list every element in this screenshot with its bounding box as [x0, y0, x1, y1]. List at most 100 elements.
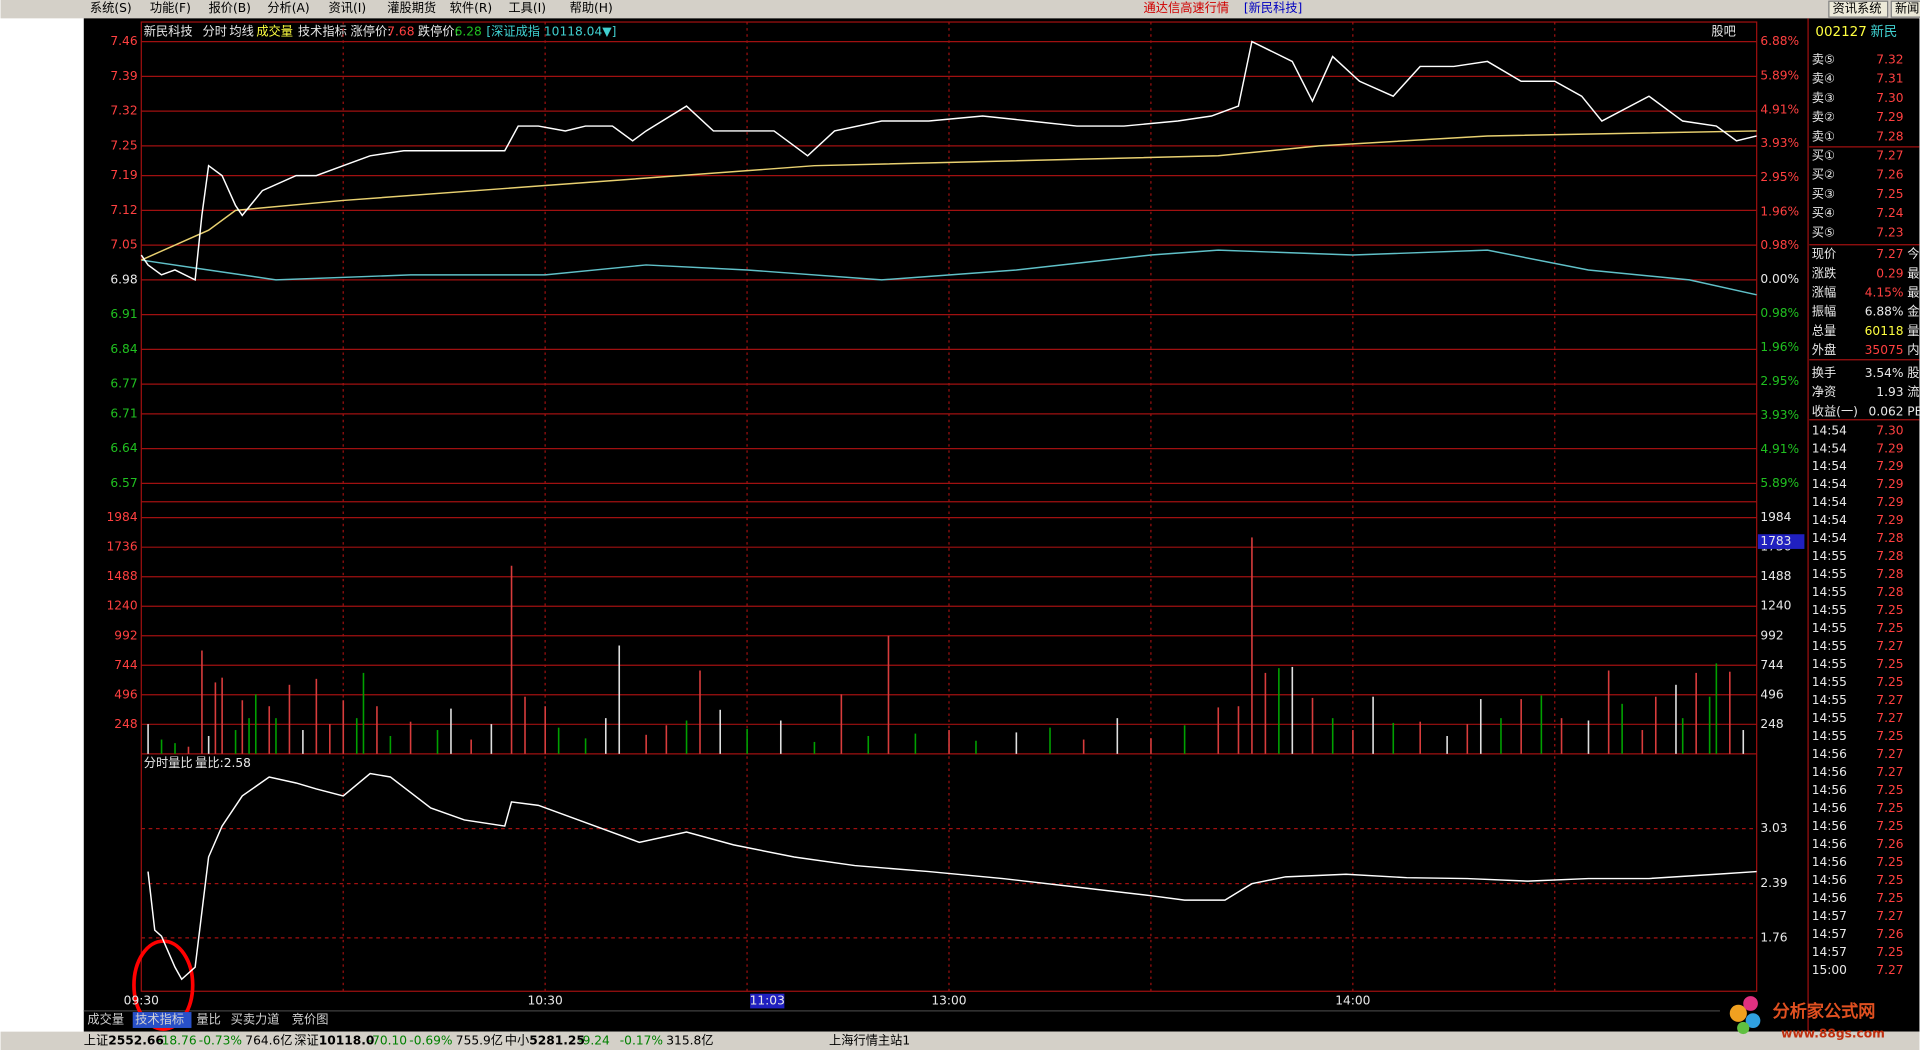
menu-item: 报价(B) [209, 0, 251, 15]
tick-time: 14:55 [1812, 639, 1847, 653]
stat-value: 0.062 [1869, 404, 1904, 418]
tab: 竞价图 [292, 1013, 329, 1027]
y2-tick-label: 1984 [1760, 510, 1791, 524]
series-line [140, 130, 1757, 261]
top-button[interactable] [1828, 0, 1889, 18]
volume-bar [221, 677, 223, 754]
indicator-title: 分时量比 [144, 756, 193, 770]
main-area [83, 18, 1920, 1032]
volume-bar [584, 738, 587, 754]
y-tick-label: 1736 [107, 540, 138, 554]
y2-tick-label: 1.96% [1760, 340, 1799, 354]
y-tick-label: 1240 [107, 599, 138, 613]
tick-time: 14:54 [1812, 477, 1847, 491]
stat-value: 3.54% [1865, 366, 1904, 380]
limit-up: 7.68 [387, 24, 414, 38]
y2-tick-label: 1240 [1760, 599, 1791, 613]
y2-tick-label: 6.88% [1760, 34, 1799, 48]
menu-item: 工具(I) [508, 1, 546, 15]
volume-bar [1479, 699, 1482, 754]
volume-bar [665, 725, 668, 754]
tick-price: 7.25 [1876, 945, 1903, 959]
y-tick-label: 6.98 [110, 272, 137, 286]
header-item: 分时 [202, 24, 226, 38]
index-amount: 315.8亿 [666, 1032, 713, 1047]
y2-tick-label: 992 [1760, 628, 1783, 642]
tick-time: 14:56 [1812, 873, 1847, 887]
book-price: 7.27 [1876, 149, 1903, 163]
y2-tick-label: 5.89% [1760, 476, 1799, 490]
tick-time: 14:55 [1812, 603, 1847, 617]
index-price: 2552.66 [108, 1033, 164, 1047]
book-price: 7.28 [1876, 129, 1903, 143]
stat-label: 外盘 [1812, 342, 1836, 357]
stat-label: 振幅 [1812, 304, 1836, 319]
y-tick-label: 248 [114, 717, 137, 731]
volume-bar [1560, 718, 1563, 754]
volume-bar [1150, 738, 1152, 754]
index-name: 深证 [294, 1033, 318, 1047]
header-item: 成交量 [256, 23, 293, 38]
tick-price: 7.27 [1876, 693, 1903, 707]
book-price: 7.25 [1876, 187, 1903, 201]
volume-bar [1264, 672, 1267, 754]
volume-bar [147, 724, 149, 754]
y-tick-label: 2.39 [1760, 876, 1787, 890]
volume-bar [914, 733, 917, 754]
tick-price: 7.27 [1876, 765, 1903, 779]
tab: 量比 [196, 1013, 220, 1027]
stat-extra: 量 [1907, 324, 1919, 338]
tick-time: 14:57 [1812, 909, 1847, 923]
top-button[interactable] [1890, 0, 1920, 18]
volume-bar [362, 672, 365, 754]
stat-extra: 今 [1907, 246, 1919, 261]
book-label: 买③ [1812, 187, 1835, 201]
y2-tick-label: 2.95% [1760, 374, 1799, 388]
book-label: 卖④ [1812, 72, 1835, 86]
tick-time: 14:56 [1812, 801, 1847, 815]
tick-price: 7.26 [1876, 837, 1903, 851]
volume-bar [813, 741, 816, 754]
tick-time: 14:54 [1812, 423, 1847, 437]
book-price: 7.31 [1876, 72, 1903, 86]
book-label: 买② [1812, 168, 1835, 182]
stat-extra: PE [1907, 404, 1920, 418]
petal [1745, 1013, 1761, 1028]
tick-time: 14:56 [1812, 765, 1847, 779]
y2-tick-label: 0.00% [1760, 272, 1799, 286]
tick-time: 14:56 [1812, 819, 1847, 833]
x-tick-label: 14:00 [1335, 994, 1370, 1008]
menu-item: 资讯(I) [329, 1, 367, 15]
tick-time: 14:55 [1812, 567, 1847, 581]
tick-price: 7.29 [1876, 477, 1903, 491]
menu-item: 功能(F) [150, 1, 191, 15]
forum-link: 股吧 [1711, 24, 1735, 38]
book-label: 买⑤ [1812, 225, 1835, 239]
volume-bar [887, 635, 890, 754]
stat-extra: 内 [1907, 343, 1919, 357]
y2-tick-label: 3.93% [1760, 136, 1799, 150]
tick-time: 14:56 [1812, 747, 1847, 761]
tab: 技术指标 [135, 1012, 184, 1027]
index-amount: 755.9亿 [456, 1032, 503, 1047]
volume-bar [187, 746, 190, 754]
book-label: 卖③ [1812, 91, 1835, 105]
tab-active[interactable] [132, 1012, 192, 1028]
y-tick-label: 7.05 [110, 238, 137, 252]
y-tick-label: 7.19 [110, 168, 137, 182]
tick-price: 7.25 [1876, 819, 1903, 833]
y-tick-label: 6.77 [110, 377, 137, 391]
logo-icon [1729, 996, 1761, 1035]
volume-bar [867, 735, 870, 754]
tick-time: 14:55 [1812, 657, 1847, 671]
volume-bar [302, 730, 304, 754]
tick-price: 7.25 [1876, 801, 1903, 815]
volume-bar [1372, 696, 1374, 754]
index-pct: -0.73% [199, 1033, 242, 1047]
tick-price: 7.25 [1876, 729, 1903, 743]
tick-time: 14:54 [1812, 495, 1847, 509]
limit-down: 6.28 [455, 24, 482, 38]
stat-value: 60118 [1865, 324, 1904, 338]
volume-bar [1446, 735, 1448, 754]
volume-bar [234, 730, 237, 754]
